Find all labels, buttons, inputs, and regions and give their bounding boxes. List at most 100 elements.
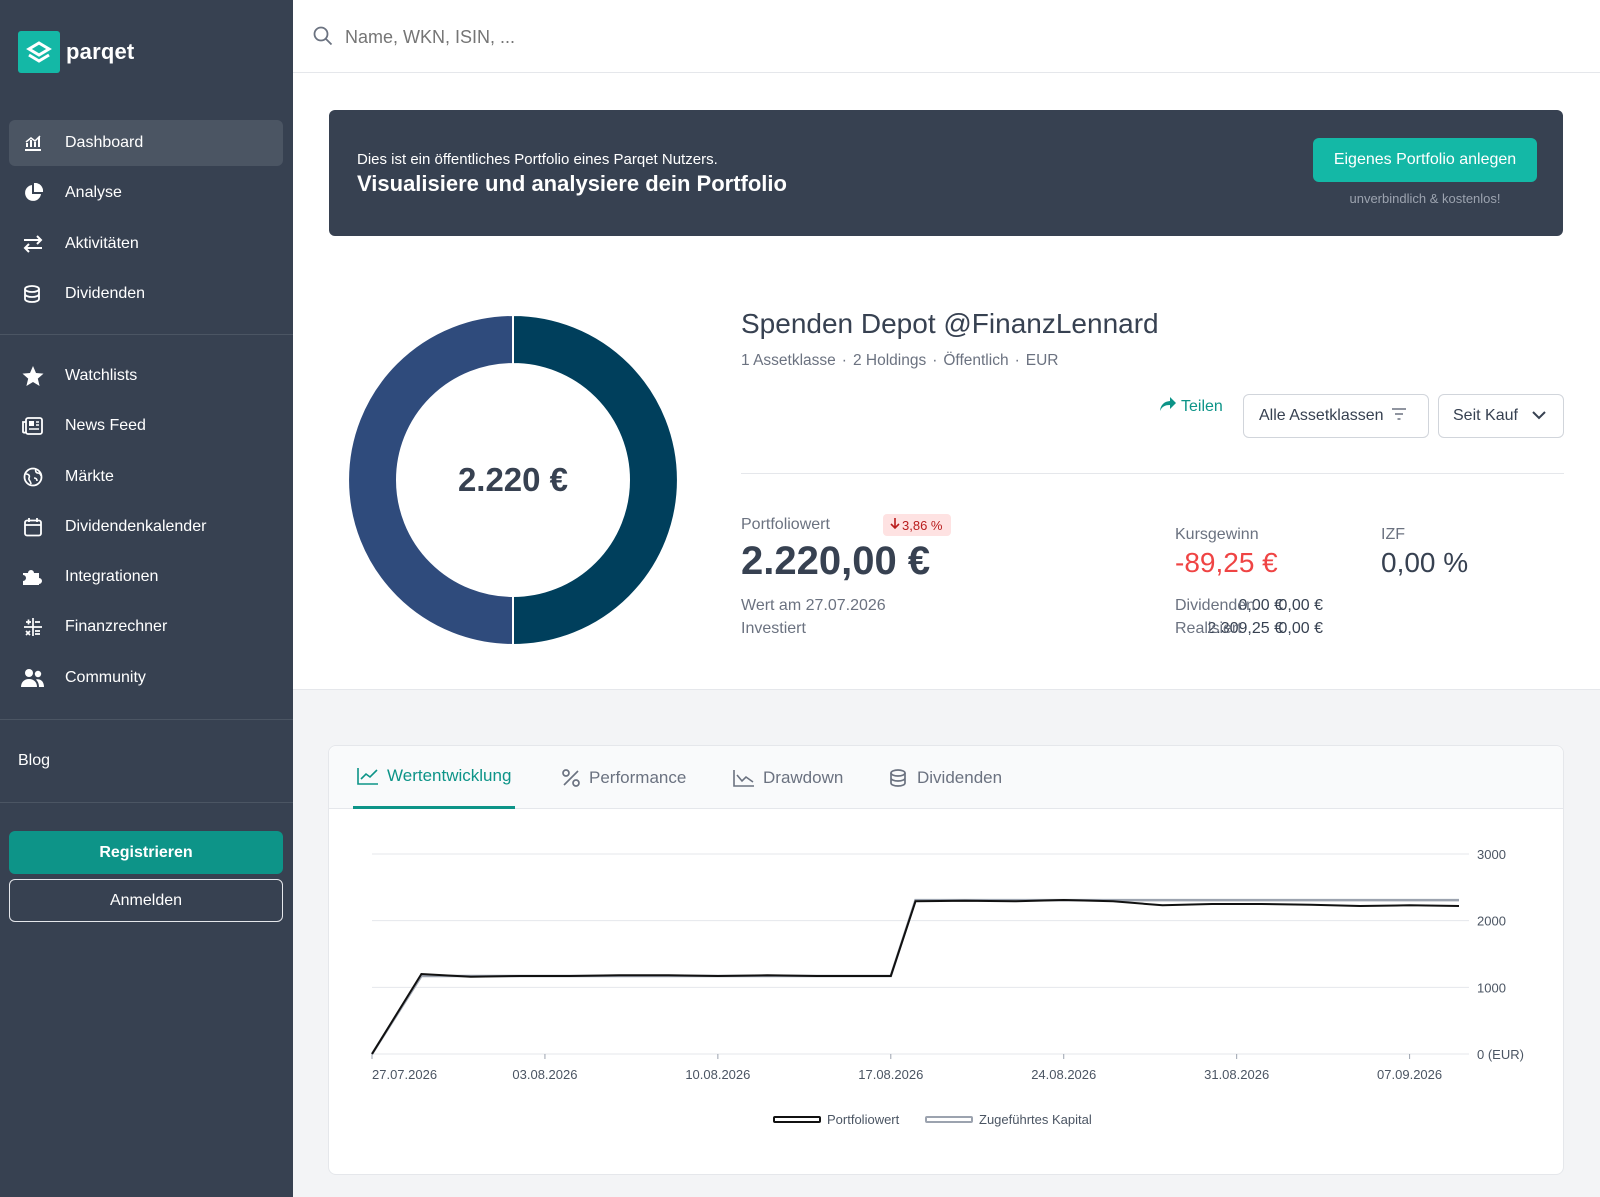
portfolio-value-label: Portfoliowert — [741, 516, 830, 533]
sidebar-item-finanzrechner[interactable]: Finanzrechner — [9, 604, 283, 650]
asset-class-filter[interactable]: Alle Assetklassen — [1243, 394, 1429, 438]
sidebar-item-aktivitaeten[interactable]: Aktivitäten — [9, 221, 283, 267]
sidebar-item-community[interactable]: Community — [9, 655, 283, 701]
sidebar-item-label: Finanzrechner — [65, 618, 168, 636]
period-select[interactable]: Seit Kauf — [1438, 394, 1564, 438]
period-label: Seit Kauf — [1453, 407, 1518, 424]
chevron-down-icon — [1532, 407, 1546, 425]
row-label: Dividenden — [1175, 597, 1256, 614]
row-value: 2.309,25 € — [1207, 620, 1283, 637]
sidebar-item-label: Analyse — [65, 184, 122, 202]
y-tick-label: 0 (EUR) — [1477, 1047, 1524, 1062]
calendar-icon — [21, 515, 45, 539]
filter-icon — [1391, 407, 1406, 425]
calculator-icon — [21, 615, 45, 639]
drawdown-chart-icon — [733, 769, 755, 787]
sidebar-divider — [0, 719, 293, 720]
sidebar-item-label: Dashboard — [65, 134, 144, 151]
y-tick-label: 1000 — [1477, 980, 1506, 995]
donut-slice-1[interactable] — [512, 313, 679, 647]
nav-secondary: Watchlists News Feed Märkte Dividendenka… — [9, 353, 283, 705]
users-icon — [21, 666, 45, 690]
top-bar — [293, 0, 1600, 73]
portfolio-value: 2.220,00 € — [741, 539, 931, 583]
line-chart-icon — [357, 767, 379, 785]
row-label: Investiert — [741, 620, 806, 637]
sidebar-item-dividendenkalender[interactable]: Dividendenkalender — [9, 504, 283, 550]
donut-center-value: 2.220 € — [457, 461, 569, 498]
meta-holdings: 2 Holdings — [852, 352, 927, 369]
banner-note: unverbindlich & kostenlos! — [1349, 191, 1501, 206]
nav-main: Dashboard Analyse Aktivitäten Dividenden — [9, 120, 283, 321]
arrows-exchange-icon — [21, 232, 45, 256]
legend-label: Zugeführtes Kapital — [979, 1112, 1092, 1127]
series-line-zugefhrtes-kapital — [370, 898, 1459, 1055]
sidebar-item-label: Dividenden — [65, 284, 146, 302]
sidebar-item-news-feed[interactable]: News Feed — [9, 403, 283, 449]
tab-wertentwicklung[interactable]: Wertentwicklung — [353, 746, 516, 809]
series-line-portfoliowert — [371, 898, 1460, 1055]
row-value: 0,00 € — [1278, 597, 1323, 614]
price-gain-label: Kursgewinn — [1175, 526, 1259, 543]
x-tick-label: 17.08.2026 — [858, 1067, 923, 1082]
sidebar: parqet Dashboard Analyse Aktivitäten Div… — [0, 0, 293, 1197]
legend-swatch — [773, 1116, 821, 1123]
brand-logo[interactable]: parqet — [18, 31, 134, 73]
tab-label: Dividenden — [917, 767, 1003, 787]
x-tick-label: 31.08.2026 — [1204, 1067, 1269, 1082]
tab-drawdown[interactable]: Drawdown — [733, 746, 843, 809]
search-input[interactable] — [345, 20, 945, 54]
sidebar-item-label: News Feed — [65, 417, 146, 435]
sidebar-item-maerkte[interactable]: Märkte — [9, 454, 283, 500]
y-tick-label: 2000 — [1477, 914, 1506, 929]
donut-slice-2[interactable] — [347, 313, 514, 647]
legend-swatch — [925, 1116, 973, 1123]
newspaper-icon — [21, 414, 45, 438]
chart-card: Wertentwicklung Performance Drawdown Div… — [328, 745, 1564, 1175]
sidebar-item-watchlists[interactable]: Watchlists — [9, 353, 283, 399]
share-button[interactable]: Teilen — [1159, 396, 1223, 417]
row-label: Realisiert — [1175, 620, 1242, 637]
sidebar-item-label: Community — [65, 668, 146, 686]
meta-currency: EUR — [1025, 352, 1059, 369]
tab-performance[interactable]: Performance — [561, 746, 686, 809]
globe-icon — [21, 465, 45, 489]
banner-title: Visualisiere und analysiere dein Portfol… — [357, 171, 787, 196]
x-tick-label: 07.09.2026 — [1377, 1067, 1442, 1082]
sidebar-item-integrationen[interactable]: Integrationen — [9, 554, 283, 600]
chart-bars-icon — [21, 131, 45, 155]
register-button[interactable]: Registrieren — [9, 831, 283, 874]
sidebar-item-label: Dividendenkalender — [65, 517, 207, 535]
sidebar-item-label: Märkte — [65, 467, 114, 485]
change-badge-value: 3,86 % — [902, 517, 943, 533]
star-icon — [21, 364, 45, 388]
x-tick-label: 27.07.2026 — [372, 1067, 437, 1082]
create-portfolio-button[interactable]: Eigenes Portfolio anlegen — [1313, 138, 1537, 182]
pie-chart-icon — [21, 181, 45, 205]
sidebar-item-dashboard[interactable]: Dashboard — [9, 120, 283, 166]
sidebar-item-label: Watchlists — [65, 367, 138, 384]
sidebar-divider — [0, 334, 293, 335]
sidebar-item-analyse[interactable]: Analyse — [9, 170, 283, 216]
value-chart[interactable]: 0 (EUR) 1000 2000 3000 27.07.2026 03.08.2026 1… — [329, 809, 1563, 1174]
coins-icon — [889, 768, 909, 788]
tab-label: Performance — [589, 767, 687, 787]
percent-icon — [561, 768, 581, 788]
legend-label: Portfoliowert — [827, 1112, 900, 1127]
row-value: 0,00 € — [1278, 620, 1323, 637]
x-tick-label: 24.08.2026 — [1031, 1067, 1096, 1082]
login-button[interactable]: Anmelden — [9, 879, 283, 922]
x-tick-label: 03.08.2026 — [512, 1067, 577, 1082]
filter-label: Alle Assetklassen — [1259, 407, 1384, 424]
brand-name: parqet — [66, 39, 135, 64]
tab-label: Drawdown — [763, 767, 844, 787]
izf-value: 0,00 % — [1381, 547, 1469, 578]
tab-dividenden[interactable]: Dividenden — [889, 746, 1002, 809]
share-label: Teilen — [1181, 397, 1223, 415]
sidebar-item-dividenden[interactable]: Dividenden — [9, 271, 283, 317]
meta-visibility: Öffentlich — [943, 352, 1009, 369]
sidebar-item-label: Integrationen — [65, 568, 159, 586]
row-value: 0,00 € — [1238, 597, 1283, 614]
price-gain-value: -89,25 € — [1175, 547, 1278, 578]
sidebar-item-blog[interactable]: Blog — [18, 752, 51, 769]
